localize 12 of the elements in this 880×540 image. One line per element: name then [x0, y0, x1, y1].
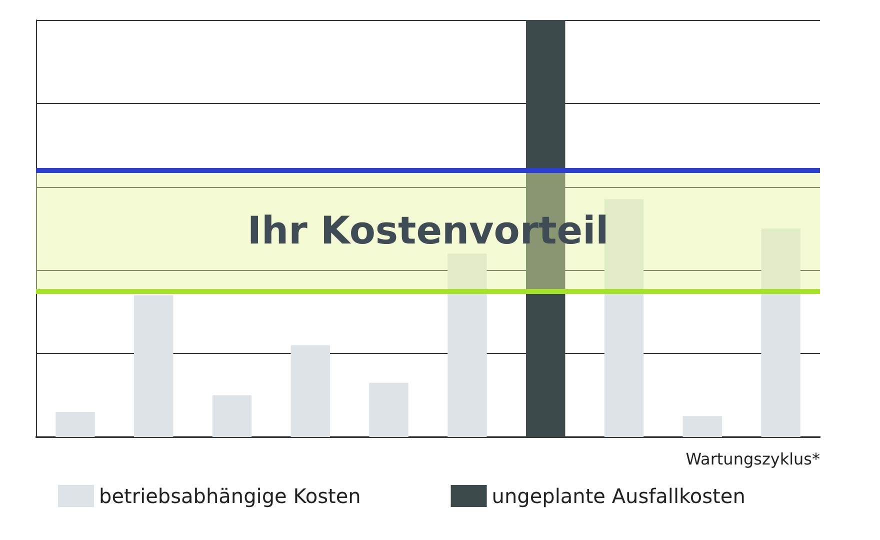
- legend-label: ungeplante Ausfallkosten: [492, 484, 746, 508]
- legend-label: betriebsabhängige Kosten: [99, 484, 361, 508]
- bar: [761, 228, 800, 437]
- x-axis-title: Wartungszyklus*: [686, 450, 820, 468]
- bar: [56, 412, 95, 437]
- bar: [212, 395, 252, 437]
- bar: [448, 254, 487, 437]
- bar: [682, 416, 722, 437]
- bar: [134, 295, 174, 437]
- bar: [604, 199, 644, 437]
- bar: [369, 382, 408, 437]
- bar: [290, 345, 330, 437]
